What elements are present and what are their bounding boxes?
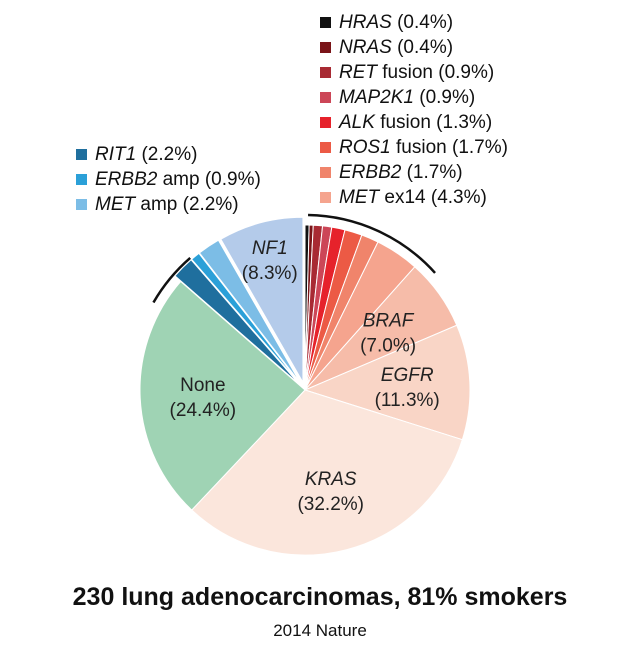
slice-label-kras: KRAS (32.2%) bbox=[297, 469, 364, 515]
legend-value: amp (2.2%) bbox=[135, 194, 239, 215]
legend-swatch bbox=[320, 117, 331, 128]
legend-value: (1.7%) bbox=[401, 162, 463, 183]
legend-gene: RET bbox=[339, 62, 377, 83]
legend-item-erbb2-: ERBB2 (1.7%) bbox=[320, 160, 508, 185]
pie-slice-egfr- bbox=[303, 324, 471, 441]
legend-value: fusion (1.3%) bbox=[374, 112, 493, 133]
legend-item-ros1-fusion: ROS1 fusion (1.7%) bbox=[320, 135, 508, 160]
slice-label-egfr: EGFR (11.3%) bbox=[375, 365, 440, 411]
legend-item-met-ex14: MET ex14 (4.3%) bbox=[320, 185, 508, 210]
legend-value: (0.4%) bbox=[391, 12, 454, 33]
legend-item-rit1-: RIT1 (2.2%) bbox=[76, 142, 261, 167]
slice-label-nf1: NF1 (8.3%) bbox=[242, 238, 298, 284]
chart-title: 230 lung adenocarcinomas, 81% smokers bbox=[72, 583, 568, 611]
legend-value: amp (0.9%) bbox=[157, 169, 261, 190]
legend-gene: RIT1 bbox=[95, 144, 137, 165]
legend-item-nras-: NRAS (0.4%) bbox=[320, 35, 508, 60]
legend-value: fusion (0.9%) bbox=[377, 62, 495, 83]
legend-item-ret-fusion: RET fusion (0.9%) bbox=[320, 60, 508, 85]
legend-value: (0.4%) bbox=[391, 37, 454, 58]
legend-swatch bbox=[320, 192, 331, 203]
legend-group-bracket-right bbox=[308, 213, 436, 274]
legend-right: HRAS (0.4%) NRAS (0.4%) RET fusion (0.9%) M… bbox=[320, 10, 508, 210]
legend-value: ex14 (4.3%) bbox=[379, 187, 487, 208]
legend-gene: MAP2K1 bbox=[339, 87, 414, 108]
legend-swatch bbox=[320, 42, 331, 53]
legend-swatch bbox=[320, 92, 331, 103]
legend-item-hras-: HRAS (0.4%) bbox=[320, 10, 508, 35]
pie-slice-rit1- bbox=[174, 259, 300, 385]
legend-item-map2k1-: MAP2K1 (0.9%) bbox=[320, 85, 508, 110]
slice-label-none: None (24.4%) bbox=[170, 375, 237, 421]
pie-slice-none- bbox=[139, 280, 306, 511]
legend-value: (2.2%) bbox=[136, 144, 198, 165]
legend-swatch bbox=[76, 199, 87, 210]
legend-value: fusion (1.7%) bbox=[390, 137, 508, 158]
chart-subtitle: 2014 Nature bbox=[273, 621, 367, 640]
legend-gene: ALK bbox=[339, 112, 375, 133]
legend-gene: MET bbox=[339, 187, 380, 208]
pie-slice-nf1- bbox=[220, 216, 304, 385]
legend-swatch bbox=[320, 67, 331, 78]
legend-item-erbb2-amp: ERBB2 amp (0.9%) bbox=[76, 167, 261, 192]
legend-left: RIT1 (2.2%) ERBB2 amp (0.9%) MET amp (2.2%… bbox=[76, 142, 261, 217]
legend-gene: HRAS bbox=[339, 12, 392, 33]
slice-label-braf: BRAF (7.0%) bbox=[360, 310, 416, 356]
legend-gene: NRAS bbox=[339, 37, 392, 58]
legend-gene: ERBB2 bbox=[339, 162, 402, 183]
legend-group-bracket-left bbox=[152, 256, 192, 304]
pie-slice-erbb2-amp bbox=[190, 252, 301, 385]
legend-swatch bbox=[76, 174, 87, 185]
legend-item-alk-fusion: ALK fusion (1.3%) bbox=[320, 110, 508, 135]
pie-slice-met-amp bbox=[198, 239, 301, 384]
legend-value: (0.9%) bbox=[413, 87, 476, 108]
legend-item-met-amp: MET amp (2.2%) bbox=[76, 192, 261, 217]
legend-swatch bbox=[320, 17, 331, 28]
legend-gene: ERBB2 bbox=[95, 169, 158, 190]
pie-slice-kras- bbox=[191, 389, 463, 556]
legend-swatch bbox=[320, 167, 331, 178]
pie-chart: BRAF (7.0%) EGFR (11.3%) KRAS (32.2%) None (24.… bbox=[139, 213, 471, 556]
legend-gene: MET bbox=[95, 194, 136, 215]
legend-swatch bbox=[76, 149, 87, 160]
legend-gene: ROS1 bbox=[339, 137, 391, 158]
legend-swatch bbox=[320, 142, 331, 153]
